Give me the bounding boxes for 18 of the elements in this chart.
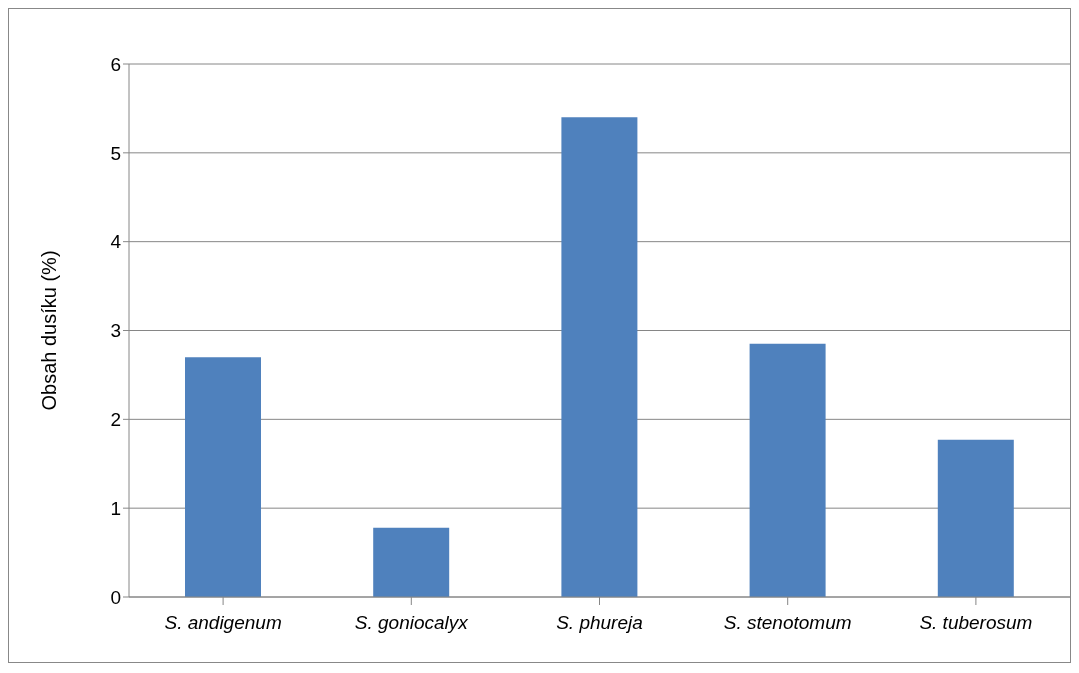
bar [561,117,638,597]
y-tick-label: 1 [110,497,121,519]
y-tick-label: 3 [110,320,121,342]
y-axis-title: Obsah dusíku (%) [38,250,61,411]
y-tick-label: 2 [110,409,121,431]
bar [373,527,450,597]
bar [749,343,826,597]
x-tick-label: S. phureja [556,612,643,633]
y-tick-label: 4 [110,231,122,253]
y-tick-label: 5 [110,142,121,164]
bar [937,439,1014,597]
y-tick-label: 6 [110,53,121,75]
x-tick-label: S. tuberosum [919,612,1033,633]
y-tick-label: 0 [110,586,121,608]
x-tick-label: S. stenotomum [723,612,852,633]
bar [185,357,261,597]
x-tick-label: S. goniocalyx [354,612,470,633]
x-tick-label: S. andigenum [164,612,282,633]
